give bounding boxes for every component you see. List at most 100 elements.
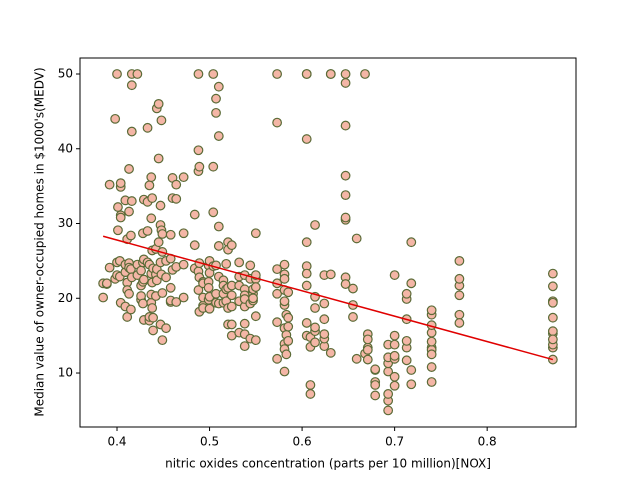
data-point: [153, 153, 164, 164]
data-point: [406, 379, 417, 390]
data-point: [189, 209, 200, 220]
data-point: [389, 270, 400, 280]
data-point: [340, 170, 351, 181]
data-point: [310, 337, 320, 348]
data-point: [148, 312, 159, 323]
data-point: [272, 117, 283, 128]
data-point: [113, 225, 123, 236]
data-point: [370, 380, 381, 390]
data-point: [239, 318, 250, 329]
data-point: [340, 190, 351, 201]
data-point: [193, 285, 204, 295]
data-point: [142, 122, 153, 133]
data-point: [153, 99, 164, 109]
data-point: [161, 323, 171, 334]
data-point: [144, 180, 155, 191]
data-point: [283, 287, 294, 298]
data-point: [272, 317, 283, 328]
data-point: [250, 335, 261, 346]
data-point: [454, 255, 465, 266]
data-point: [401, 288, 412, 299]
data-point: [547, 326, 558, 337]
data-point: [138, 298, 148, 309]
data-point: [226, 290, 237, 301]
data-point: [426, 336, 437, 347]
data-point: [426, 377, 437, 387]
data-point: [211, 93, 221, 104]
data-point: [301, 69, 312, 79]
data-point: [310, 220, 320, 230]
data-point: [283, 335, 294, 346]
data-point: [138, 274, 149, 285]
data-point: [115, 212, 126, 223]
data-point: [340, 78, 351, 88]
y-tick-label: 10: [58, 366, 73, 380]
y-axis-label: Median value of owner-occupied homes in …: [33, 67, 47, 416]
x-tick-label: 0.8: [478, 435, 497, 449]
data-point: [279, 296, 290, 307]
data-point: [213, 131, 224, 141]
data-point: [161, 272, 171, 283]
data-point: [325, 69, 336, 79]
data-point: [171, 179, 182, 190]
data-point: [406, 365, 417, 375]
data-point: [165, 229, 176, 240]
data-point: [208, 207, 219, 218]
data-point: [157, 288, 168, 298]
data-point: [125, 230, 136, 241]
data-point: [426, 362, 437, 372]
data-point: [136, 265, 146, 276]
data-point: [110, 113, 121, 124]
data-point: [250, 282, 261, 292]
data-point: [193, 69, 204, 79]
data-point: [547, 297, 558, 308]
x-axis-label: nitric oxides concentration (parts per 1…: [165, 457, 491, 471]
data-point: [221, 258, 232, 269]
data-point: [426, 349, 437, 360]
data-point: [301, 280, 312, 291]
data-point: [245, 260, 256, 271]
data-point: [165, 282, 176, 293]
x-tick-label: 0.6: [293, 435, 312, 449]
data-point: [147, 303, 158, 313]
data-point: [155, 200, 166, 211]
data-point: [319, 314, 330, 325]
y-tick-label: 50: [58, 66, 73, 80]
data-point: [112, 69, 122, 79]
data-point: [250, 311, 261, 322]
data-point: [401, 355, 412, 366]
data-point: [153, 237, 164, 248]
data-point: [124, 288, 134, 299]
data-point: [208, 69, 219, 79]
data-point: [248, 293, 258, 304]
data-point: [301, 237, 312, 248]
data-point: [389, 380, 400, 391]
data-point: [189, 240, 200, 251]
data-point: [351, 233, 362, 244]
data-point: [325, 347, 336, 358]
x-tick-label: 0.5: [200, 435, 219, 449]
data-point: [454, 309, 465, 320]
data-point: [226, 240, 237, 251]
data-point: [124, 164, 134, 174]
y-tick-label: 30: [58, 216, 73, 230]
data-point: [319, 329, 330, 340]
data-point: [283, 312, 294, 323]
data-point: [213, 81, 224, 92]
data-point: [204, 303, 215, 314]
data-point: [193, 145, 204, 156]
data-point: [351, 353, 362, 364]
data-point: [348, 283, 358, 294]
data-point: [310, 322, 320, 333]
data-point: [132, 69, 143, 79]
data-point: [146, 172, 157, 183]
data-point: [272, 353, 283, 364]
data-point: [362, 344, 373, 355]
data-point: [208, 161, 219, 172]
data-point: [146, 213, 157, 224]
data-point: [283, 321, 294, 332]
data-point: [178, 228, 189, 239]
data-point: [178, 259, 189, 270]
